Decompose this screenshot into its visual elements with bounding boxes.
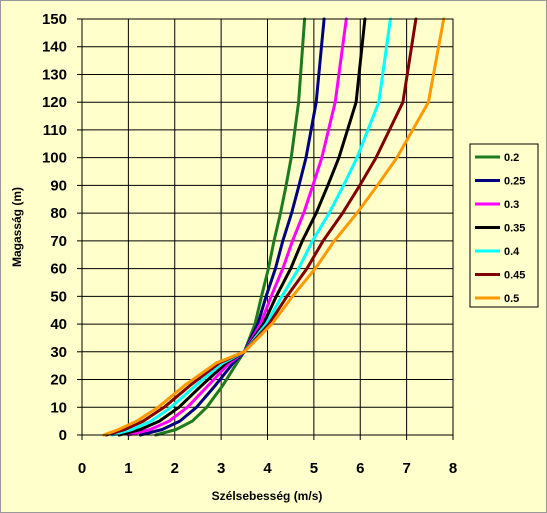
- y-tick-label: 110: [43, 122, 67, 139]
- y-tick-label: 140: [42, 39, 67, 56]
- series-line-0.35: [117, 17, 367, 437]
- series-line-0.3: [126, 17, 348, 437]
- series-line-0.2: [154, 17, 307, 437]
- series-line-0.45: [104, 17, 418, 437]
- legend-label-0.45: 0.45: [504, 270, 525, 282]
- y-tick-label: 40: [50, 316, 67, 333]
- x-tick-label: 1: [124, 460, 132, 477]
- y-tick-label: 90: [50, 177, 67, 194]
- x-tick-labels: 0 1 2 3 4 5 6 7 8: [78, 435, 457, 477]
- series-line-0.5: [102, 17, 446, 437]
- y-tick-label: 50: [50, 288, 67, 305]
- x-tick-label: 2: [171, 460, 179, 477]
- y-tick-label: 0: [59, 427, 67, 444]
- y-tick-label: 70: [50, 233, 67, 250]
- y-tick-label: 120: [42, 94, 67, 111]
- y-tick-label: 130: [42, 66, 67, 83]
- y-axis-title: Magasság (m): [10, 187, 24, 267]
- x-axis-title: Szélsebesség (m/s): [212, 489, 323, 503]
- y-tick-label: 30: [50, 344, 67, 361]
- legend-label-0.5: 0.5: [504, 293, 519, 305]
- x-tick-label: 5: [310, 460, 318, 477]
- x-tick-label: 0: [78, 460, 86, 477]
- x-tick-label: 3: [217, 460, 225, 477]
- x-tick-label: 4: [263, 460, 272, 477]
- series-line-0.4: [110, 17, 392, 437]
- y-tick-labels: 0 10 20 30 40 50 60 70 80 90 100 110 120 130 140 150: [42, 11, 82, 444]
- x-tick-label: 6: [356, 460, 364, 477]
- legend: 0.2 0.25 0.3 0.35 0.4 0.45 0.5: [475, 152, 525, 305]
- legend-label-0.2: 0.2: [504, 152, 519, 164]
- series-lines: [102, 17, 446, 437]
- y-tick-label: 150: [42, 11, 67, 28]
- x-tick-label: 7: [402, 460, 410, 477]
- y-tick-label: 80: [50, 205, 67, 222]
- legend-label-0.3: 0.3: [504, 199, 519, 211]
- legend-label-0.35: 0.35: [504, 223, 525, 235]
- series-line-0.25: [138, 17, 326, 437]
- y-tick-label: 20: [50, 372, 67, 389]
- y-tick-label: 100: [42, 150, 67, 167]
- y-tick-label: 10: [50, 399, 67, 416]
- legend-label-0.4: 0.4: [504, 246, 520, 258]
- legend-box: [469, 143, 539, 308]
- x-tick-label: 8: [449, 460, 457, 477]
- y-tick-label: 60: [50, 261, 67, 278]
- legend-label-0.25: 0.25: [504, 176, 525, 188]
